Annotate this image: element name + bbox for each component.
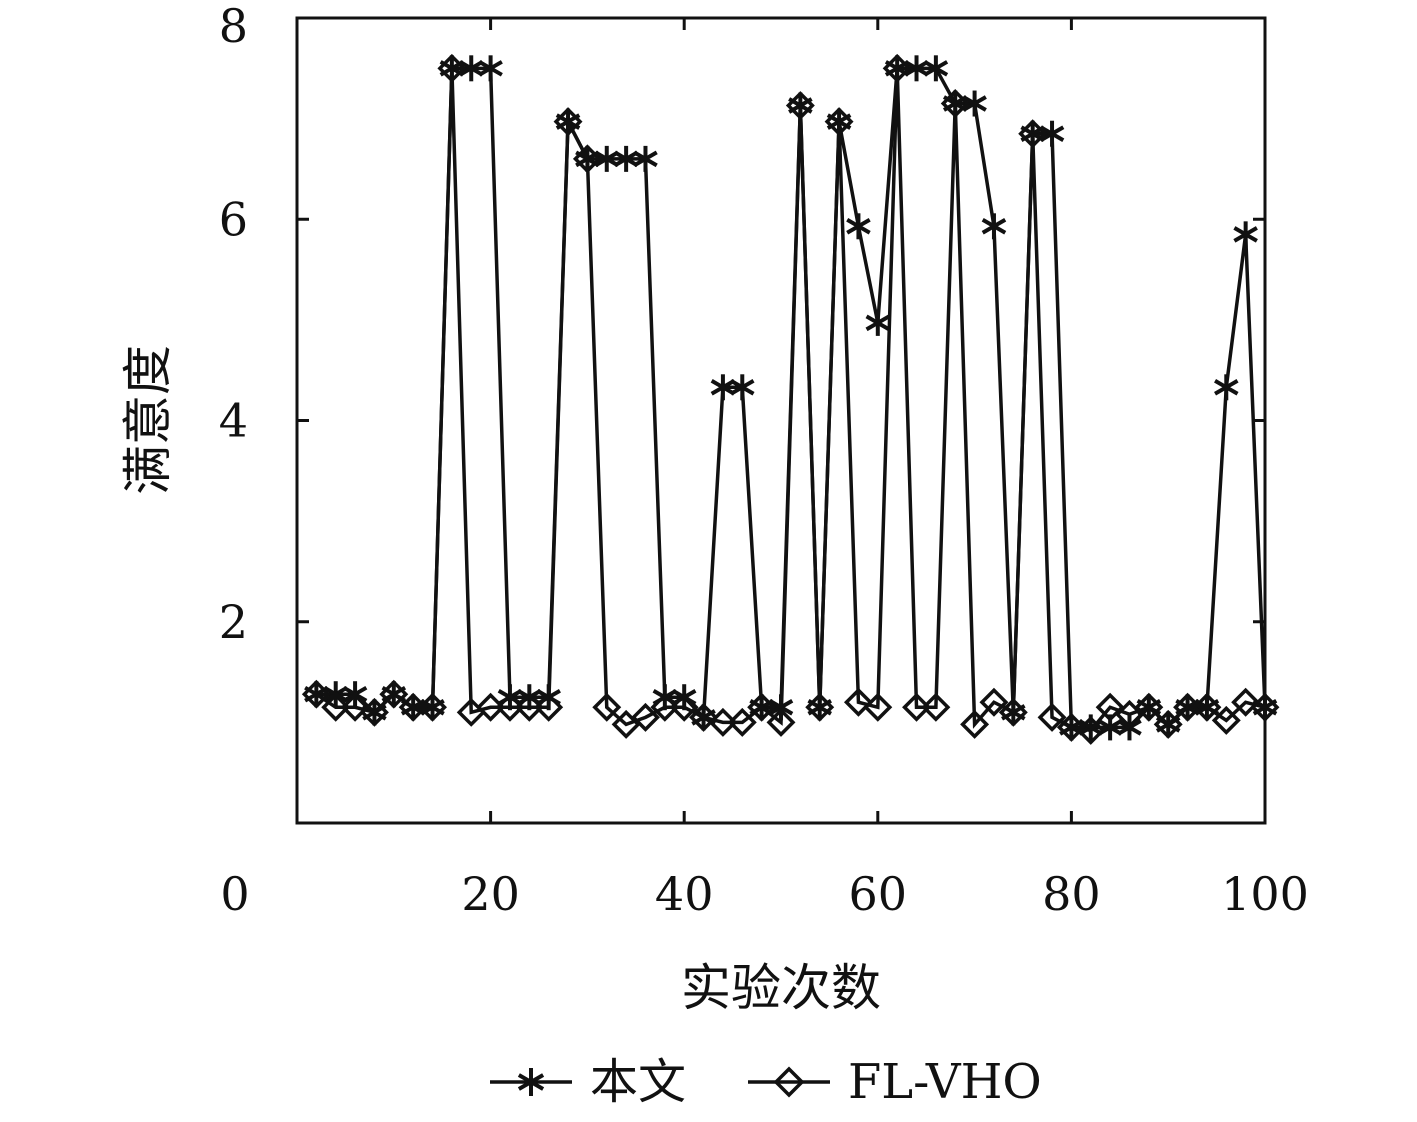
y-axis: 2 4 6 8 <box>219 0 1265 649</box>
data-point-diamond <box>476 692 506 722</box>
data-point-diamond <box>359 697 389 727</box>
data-point-diamond <box>902 692 931 722</box>
data-point-asterisk <box>594 145 620 172</box>
series-2 <box>301 53 1280 745</box>
data-point-diamond <box>882 53 912 83</box>
data-point-diamond <box>805 692 835 722</box>
data-point-diamond <box>921 692 951 722</box>
legend-item: 本文 <box>490 1054 686 1110</box>
data-point-diamond <box>650 692 680 722</box>
x-tick-label: 20 <box>461 867 520 921</box>
y-tick-label: 4 <box>219 394 248 448</box>
data-point-diamond <box>572 144 602 174</box>
data-point-diamond <box>301 679 331 709</box>
data-point-asterisk <box>962 90 987 117</box>
legend-label: 本文 <box>590 1054 686 1110</box>
data-point-diamond <box>534 692 564 722</box>
data-point-diamond <box>1076 715 1106 745</box>
x-tick-label: 40 <box>655 867 714 921</box>
data-point-diamond <box>766 707 796 737</box>
data-point-diamond <box>960 709 990 739</box>
data-point-asterisk <box>865 309 891 336</box>
data-point-diamond <box>1211 705 1241 735</box>
data-point-asterisk <box>730 374 755 401</box>
data-point-asterisk <box>981 213 1007 240</box>
data-point-diamond <box>631 702 660 732</box>
data-point-diamond <box>1056 712 1086 742</box>
data-point-diamond <box>418 692 447 722</box>
data-point-asterisk <box>633 145 658 172</box>
series-layer <box>301 53 1280 745</box>
data-point-asterisk <box>904 55 929 82</box>
data-point-diamond <box>708 707 738 737</box>
data-point-diamond <box>1153 709 1183 739</box>
data-point-asterisk <box>1039 120 1065 147</box>
data-point-diamond <box>398 692 428 722</box>
data-point-diamond <box>689 702 719 732</box>
data-point-diamond <box>495 692 525 722</box>
data-point-diamond <box>1173 692 1203 722</box>
legend-label: FL-VHO <box>848 1054 1042 1110</box>
data-point-diamond <box>747 692 777 722</box>
data-point-diamond <box>843 687 873 717</box>
y-tick-label: 8 <box>219 0 248 53</box>
y-tick-label: 6 <box>219 192 248 246</box>
data-point-diamond <box>1192 692 1222 722</box>
x-tick-label: 60 <box>849 867 908 921</box>
data-point-diamond <box>863 692 893 722</box>
data-point-asterisk <box>923 55 949 82</box>
data-point-diamond <box>379 679 409 709</box>
x-axis: 0 20 40 60 80 100 <box>220 18 1309 921</box>
x-tick-label: 0 <box>220 867 249 921</box>
data-point-diamond <box>1037 702 1067 732</box>
data-point-diamond <box>785 91 815 121</box>
data-point-diamond <box>727 707 757 737</box>
data-point-asterisk <box>613 145 639 172</box>
data-point-diamond <box>1095 692 1125 722</box>
data-point-diamond <box>940 89 970 119</box>
y-tick-label: 2 <box>219 595 248 649</box>
data-point-asterisk <box>478 55 503 82</box>
data-point-diamond <box>1018 119 1048 149</box>
data-point-diamond <box>1250 692 1280 722</box>
data-point-asterisk <box>710 374 736 401</box>
x-axis-label: 实验次数 <box>681 959 881 1017</box>
data-point-diamond <box>998 697 1028 727</box>
data-point-diamond <box>514 692 544 722</box>
legend-marker-asterisk <box>517 1068 545 1096</box>
legend: 本文 FL-VHO <box>490 1054 1042 1110</box>
data-point-diamond <box>1231 687 1261 717</box>
legend-item: FL-VHO <box>748 1054 1042 1110</box>
data-point-asterisk <box>458 55 484 82</box>
data-point-diamond <box>669 692 699 722</box>
y-axis-label: 满意度 <box>119 345 177 495</box>
data-point-diamond <box>553 107 583 137</box>
data-point-diamond <box>592 692 622 722</box>
series-line <box>315 68 1266 733</box>
data-point-diamond <box>1134 692 1164 722</box>
data-point-diamond <box>340 692 370 722</box>
data-point-diamond <box>824 107 854 137</box>
x-tick-label: 80 <box>1042 867 1101 921</box>
data-point-asterisk <box>846 213 871 240</box>
data-point-diamond <box>321 692 351 722</box>
data-point-diamond <box>437 53 467 83</box>
x-tick-label: 100 <box>1221 867 1309 921</box>
data-point-asterisk <box>1214 374 1239 401</box>
legend-marker-diamond <box>773 1066 805 1098</box>
data-point-asterisk <box>1233 221 1258 248</box>
data-point-diamond <box>979 687 1009 717</box>
